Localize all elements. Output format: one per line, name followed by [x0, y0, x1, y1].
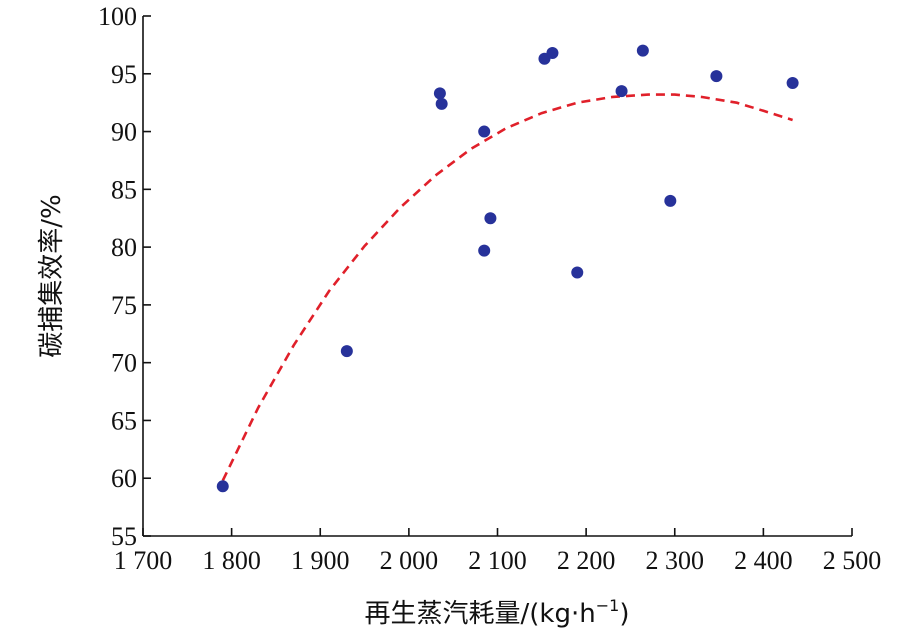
x-tick-label: 1 700	[114, 546, 173, 575]
x-axis-title-close: )	[619, 599, 629, 629]
y-axis-title: 碳捕集效率/%	[37, 194, 67, 357]
x-tick-label: 2 500	[823, 546, 882, 575]
y-tick-label: 75	[111, 291, 137, 320]
data-point	[433, 87, 446, 100]
y-tick-label: 95	[111, 60, 137, 89]
data-point	[571, 266, 584, 279]
x-tick-label: 2 100	[468, 546, 527, 575]
x-axis-title-superscript: −1	[596, 596, 620, 615]
data-point	[484, 212, 497, 225]
y-tick-label: 90	[111, 118, 137, 147]
data-point	[216, 480, 229, 493]
trend-curve	[221, 93, 793, 482]
x-tick-label: 2 400	[734, 546, 793, 575]
data-point	[615, 85, 628, 98]
data-point	[435, 97, 448, 110]
data-point	[664, 194, 677, 207]
y-tick-label: 85	[111, 175, 137, 204]
data-point	[636, 44, 649, 57]
data-points	[216, 44, 799, 493]
data-point	[546, 46, 559, 59]
x-tick-label: 1 900	[291, 546, 350, 575]
x-tick-label: 2 200	[557, 546, 616, 575]
axes	[142, 16, 852, 537]
data-point	[710, 70, 723, 83]
x-tick-label: 2 000	[380, 546, 439, 575]
x-tick-label: 1 800	[202, 546, 261, 575]
y-tick-label: 80	[111, 233, 137, 262]
y-tick-label: 65	[111, 406, 137, 435]
y-tick-label: 100	[98, 2, 137, 31]
x-axis-title-main: 再生蒸汽耗量/(kg·h	[365, 599, 596, 629]
data-point	[340, 345, 353, 358]
y-tick-label: 60	[111, 464, 137, 493]
y-tick-label: 70	[111, 349, 137, 378]
ticks: 55 60 65 70 75 80 85 90 95 100 1 700 1 800 1 900 2 00…	[98, 2, 881, 575]
data-point	[478, 244, 491, 257]
y-tick-label: 55	[111, 522, 137, 551]
data-point	[478, 125, 491, 138]
data-point	[786, 77, 799, 90]
x-tick-label: 2 300	[646, 546, 705, 575]
x-axis-title: 再生蒸汽耗量/(kg·h−1)	[365, 596, 630, 629]
